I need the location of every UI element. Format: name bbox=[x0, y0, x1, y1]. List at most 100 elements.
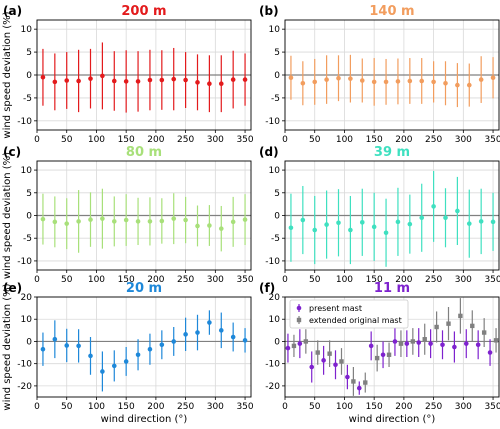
y-tick-label: 10 bbox=[21, 315, 33, 325]
data-point bbox=[64, 343, 70, 348]
data-point bbox=[288, 225, 294, 231]
y-tick-label: -5 bbox=[271, 234, 280, 244]
data-point bbox=[76, 219, 81, 224]
x-tick-label: 100 bbox=[336, 275, 353, 285]
data-point bbox=[336, 220, 341, 226]
data-point bbox=[398, 341, 404, 346]
data-point bbox=[356, 385, 362, 391]
x-tick-label: 100 bbox=[88, 402, 105, 412]
data-point bbox=[230, 334, 236, 340]
y-tick-label: 10 bbox=[269, 25, 281, 35]
data-point bbox=[218, 328, 224, 333]
data-point bbox=[230, 77, 236, 82]
panel-title: 20 m bbox=[126, 281, 162, 296]
data-point bbox=[407, 78, 413, 84]
panel-label: (a) bbox=[3, 4, 22, 18]
y-tick-label: 20 bbox=[21, 293, 33, 303]
y-tick-label: -10 bbox=[17, 360, 32, 370]
data-point bbox=[416, 340, 422, 345]
data-point bbox=[40, 216, 46, 222]
data-point bbox=[171, 339, 177, 344]
data-point bbox=[76, 343, 81, 349]
panel-c: 0 50 100 150 200 250 300 350 -10 -5 0 5 10(c) 80 m win… bbox=[2, 145, 254, 285]
legend-box bbox=[289, 299, 409, 329]
y-tick-label: 10 bbox=[269, 315, 281, 325]
data-point bbox=[159, 77, 165, 83]
data-point bbox=[76, 78, 81, 84]
y-tick-label: 10 bbox=[269, 166, 281, 176]
x-tick-label: 300 bbox=[207, 275, 224, 285]
data-point bbox=[123, 217, 129, 223]
x-tick-label: 0 bbox=[34, 275, 40, 285]
x-tick-label: 300 bbox=[207, 135, 224, 145]
y-axis-label: wind speed deviation (%) bbox=[2, 152, 13, 279]
data-point bbox=[452, 344, 457, 350]
x-tick-label: 0 bbox=[34, 135, 40, 145]
data-point bbox=[345, 374, 350, 380]
panel-label: (d) bbox=[259, 145, 279, 159]
panel-a: 0 50 100 150 200 250 300 350 -10 -5 0 5 10 (a) 200 m wi… bbox=[2, 4, 254, 145]
data-point bbox=[351, 379, 356, 384]
data-point bbox=[395, 219, 401, 225]
data-point bbox=[407, 221, 413, 227]
data-point bbox=[359, 220, 365, 225]
data-point bbox=[475, 342, 481, 348]
data-point bbox=[195, 80, 200, 85]
panel-title: 80 m bbox=[126, 145, 162, 160]
axes-frame bbox=[36, 19, 252, 131]
y-tick-label: 0 bbox=[274, 71, 280, 81]
x-tick-label: 0 bbox=[282, 275, 288, 285]
data-point bbox=[380, 352, 386, 358]
data-point bbox=[324, 77, 329, 82]
x-tick-label: 150 bbox=[118, 402, 135, 412]
data-point bbox=[111, 363, 117, 369]
data-point bbox=[363, 380, 368, 385]
x-tick-label: 100 bbox=[336, 402, 353, 412]
data-point bbox=[440, 342, 445, 348]
data-point bbox=[368, 343, 374, 349]
data-point bbox=[312, 79, 318, 85]
data-point bbox=[383, 230, 389, 236]
x-tick-label: 100 bbox=[88, 275, 105, 285]
x-tick-label: 200 bbox=[147, 275, 164, 285]
data-point bbox=[478, 77, 484, 82]
y-tick-label: 0 bbox=[26, 212, 32, 222]
data-point bbox=[493, 338, 499, 343]
data-point bbox=[135, 352, 141, 358]
data-point bbox=[135, 219, 141, 224]
x-tick-label: 350 bbox=[484, 402, 500, 412]
x-tick-label: 50 bbox=[309, 135, 321, 145]
data-point bbox=[242, 217, 248, 222]
x-tick-label: 0 bbox=[282, 135, 288, 145]
data-point bbox=[300, 217, 306, 223]
data-point bbox=[100, 73, 105, 79]
panel-title: 11 m bbox=[374, 281, 410, 296]
data-point bbox=[207, 320, 212, 325]
x-tick-label: 300 bbox=[207, 402, 224, 412]
data-point bbox=[147, 219, 153, 224]
data-point bbox=[428, 341, 433, 346]
data-point bbox=[422, 337, 427, 342]
axes-frame bbox=[284, 19, 500, 131]
legend-marker bbox=[296, 317, 302, 323]
data-point bbox=[218, 226, 224, 231]
x-tick-label: 100 bbox=[88, 135, 105, 145]
data-point bbox=[443, 215, 448, 221]
data-point bbox=[100, 216, 105, 221]
axes-frame bbox=[36, 160, 252, 271]
data-point bbox=[348, 227, 353, 233]
x-tick-label: 50 bbox=[61, 402, 73, 412]
panel-label: (b) bbox=[259, 4, 279, 18]
axes-frame bbox=[284, 296, 500, 398]
data-point bbox=[466, 221, 472, 226]
panel-d: 0 50 100 150 200 250 300 350 -10 -5 0 5 10 (d) 39 m bbox=[259, 145, 500, 285]
y-tick-label: 0 bbox=[274, 212, 280, 222]
y-tick-label: 10 bbox=[21, 166, 33, 176]
axes-frame bbox=[36, 296, 252, 398]
data-point bbox=[490, 219, 496, 225]
y-tick-label: 5 bbox=[274, 48, 280, 58]
y-tick-label: -20 bbox=[17, 382, 32, 392]
data-point bbox=[88, 217, 93, 222]
x-axis-label: wind direction (°) bbox=[101, 414, 188, 425]
